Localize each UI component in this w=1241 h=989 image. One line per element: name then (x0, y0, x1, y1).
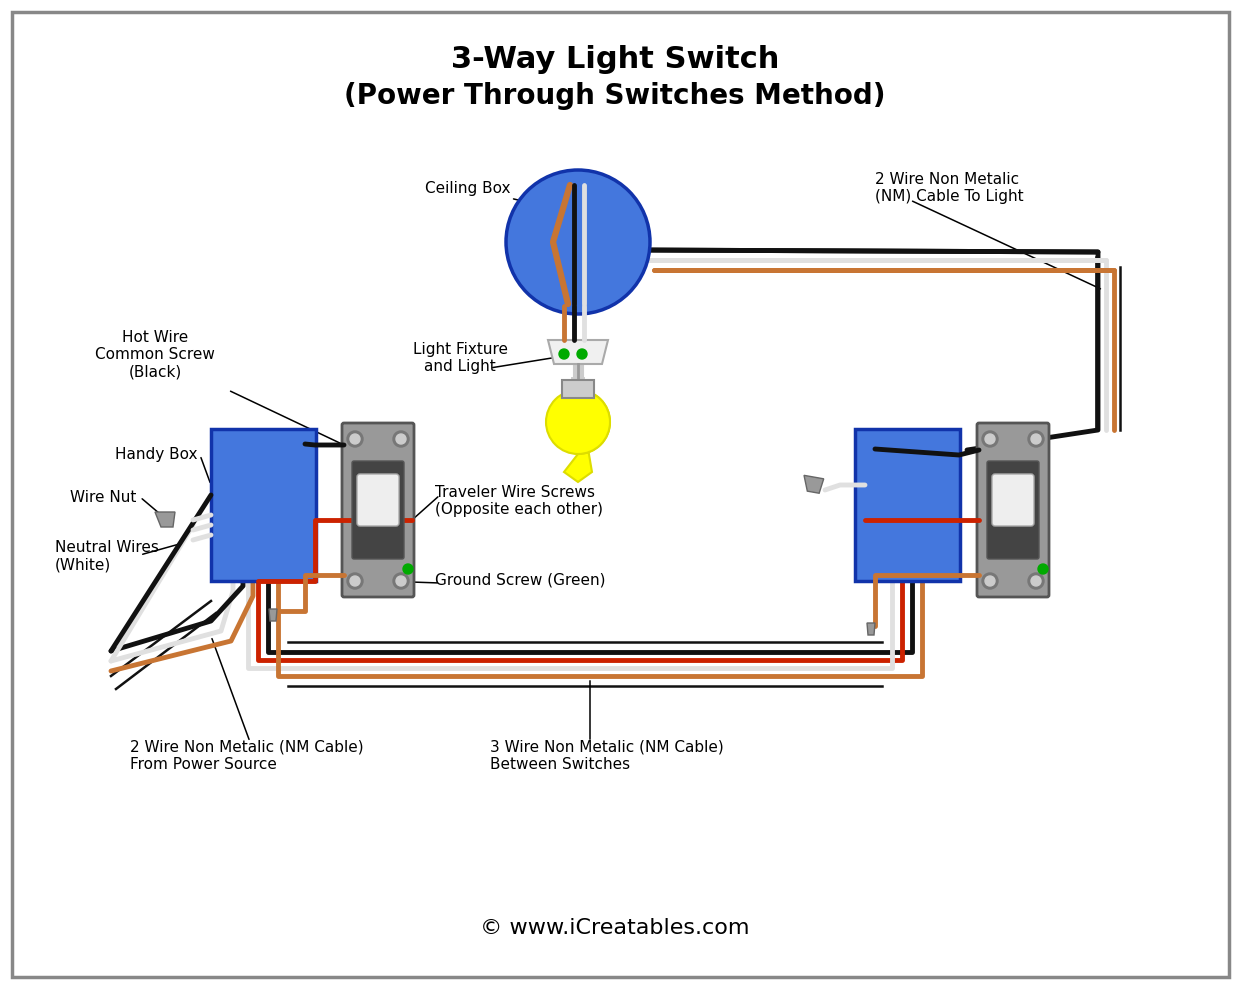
Text: © www.iCreatables.com: © www.iCreatables.com (480, 918, 750, 938)
FancyBboxPatch shape (987, 461, 1039, 559)
Circle shape (396, 434, 406, 444)
Text: Light Fixture
and Light: Light Fixture and Light (412, 342, 508, 375)
Circle shape (393, 431, 410, 447)
Circle shape (350, 434, 360, 444)
FancyBboxPatch shape (992, 474, 1034, 526)
Text: Hot Wire
Common Screw
(Black): Hot Wire Common Screw (Black) (96, 330, 215, 380)
Text: Neutral Wires
(White): Neutral Wires (White) (55, 540, 159, 573)
Text: Wire Nut: Wire Nut (69, 490, 137, 504)
FancyBboxPatch shape (977, 423, 1049, 597)
Circle shape (396, 576, 406, 586)
Polygon shape (867, 623, 875, 635)
Circle shape (403, 564, 413, 574)
Circle shape (982, 573, 998, 589)
FancyBboxPatch shape (855, 429, 959, 581)
Circle shape (982, 431, 998, 447)
Text: 2 Wire Non Metalic
(NM) Cable To Light: 2 Wire Non Metalic (NM) Cable To Light (875, 172, 1024, 205)
Circle shape (985, 576, 995, 586)
Text: 3 Wire Non Metalic (NM Cable)
Between Switches: 3 Wire Non Metalic (NM Cable) Between Sw… (490, 740, 724, 772)
Circle shape (350, 576, 360, 586)
Polygon shape (563, 390, 611, 482)
FancyBboxPatch shape (357, 474, 400, 526)
Circle shape (1031, 434, 1041, 444)
Circle shape (1028, 573, 1044, 589)
FancyBboxPatch shape (343, 423, 414, 597)
Polygon shape (549, 340, 608, 364)
Circle shape (1031, 576, 1041, 586)
Circle shape (577, 349, 587, 359)
Circle shape (347, 573, 364, 589)
Circle shape (1028, 431, 1044, 447)
Polygon shape (155, 512, 175, 527)
FancyBboxPatch shape (352, 461, 405, 559)
Circle shape (393, 573, 410, 589)
Circle shape (985, 434, 995, 444)
FancyBboxPatch shape (562, 380, 594, 398)
Text: (Power Through Switches Method): (Power Through Switches Method) (344, 82, 886, 110)
Text: Ground Screw (Green): Ground Screw (Green) (436, 573, 606, 587)
Circle shape (1037, 564, 1047, 574)
Circle shape (558, 349, 570, 359)
Text: 3-Way Light Switch: 3-Way Light Switch (450, 45, 779, 74)
Text: Handy Box: Handy Box (115, 447, 197, 463)
Polygon shape (269, 609, 277, 621)
Circle shape (546, 390, 611, 454)
FancyBboxPatch shape (211, 429, 315, 581)
Circle shape (506, 170, 650, 314)
Text: 2 Wire Non Metalic (NM Cable)
From Power Source: 2 Wire Non Metalic (NM Cable) From Power… (130, 740, 364, 772)
Text: Ceiling Box: Ceiling Box (424, 181, 550, 208)
Polygon shape (804, 476, 824, 494)
Text: Traveler Wire Screws
(Opposite each other): Traveler Wire Screws (Opposite each othe… (436, 485, 603, 517)
Circle shape (347, 431, 364, 447)
